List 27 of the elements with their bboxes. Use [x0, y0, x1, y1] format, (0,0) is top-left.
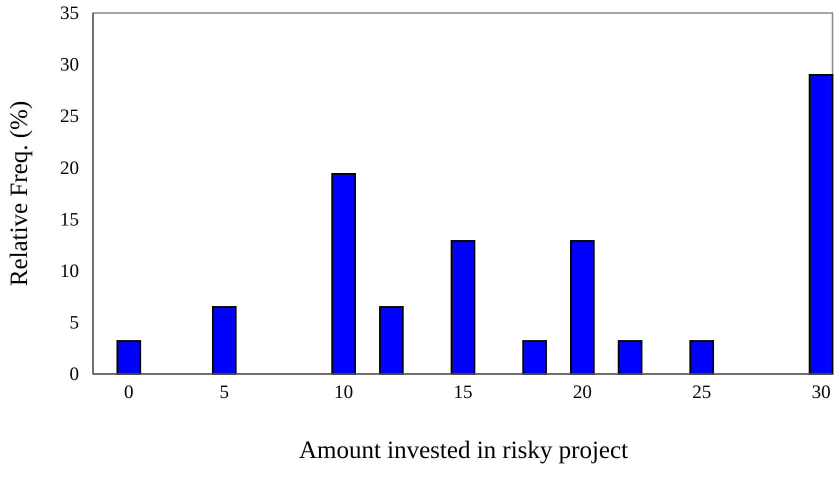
bar	[116, 340, 142, 375]
y-tick-label: 25	[60, 106, 79, 128]
x-axis-title: Amount invested in risky project	[298, 437, 628, 464]
x-tick-label: 5	[220, 382, 230, 403]
bar	[808, 74, 834, 375]
x-tick-label: 25	[692, 382, 712, 403]
bar	[689, 340, 714, 375]
bar	[450, 240, 476, 375]
y-tick-label: 0	[70, 364, 79, 386]
y-tick-label: 10	[60, 260, 79, 282]
bar	[212, 306, 237, 375]
x-tick-label: 20	[572, 382, 592, 403]
x-tick-label: 0	[124, 382, 134, 403]
y-tick-label: 5	[70, 312, 79, 334]
x-tick-label: 10	[334, 382, 354, 403]
bar	[618, 340, 642, 375]
y-tick-label: 15	[60, 209, 79, 230]
y-axis-title: Relative Freq. (%)	[6, 100, 33, 286]
bar	[379, 306, 404, 375]
bar	[570, 240, 595, 375]
bar	[522, 340, 547, 375]
y-tick-label: 30	[60, 54, 79, 76]
bar	[331, 173, 356, 375]
y-tick-label: 35	[60, 3, 79, 24]
x-tick-label: 30	[812, 382, 831, 403]
x-tick-label: 15	[454, 382, 472, 403]
y-tick-label: 20	[60, 158, 79, 179]
